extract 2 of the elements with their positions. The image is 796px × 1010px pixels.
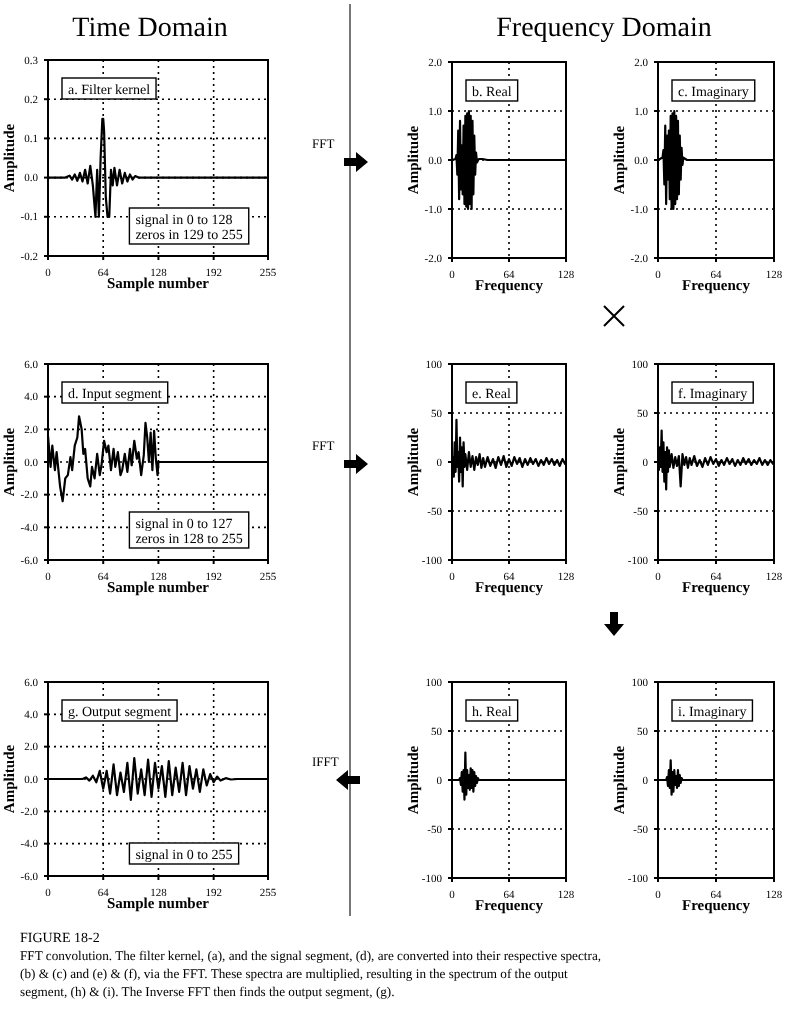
text: Time Domain	[72, 14, 228, 44]
text: Frequency Domain	[496, 14, 712, 44]
